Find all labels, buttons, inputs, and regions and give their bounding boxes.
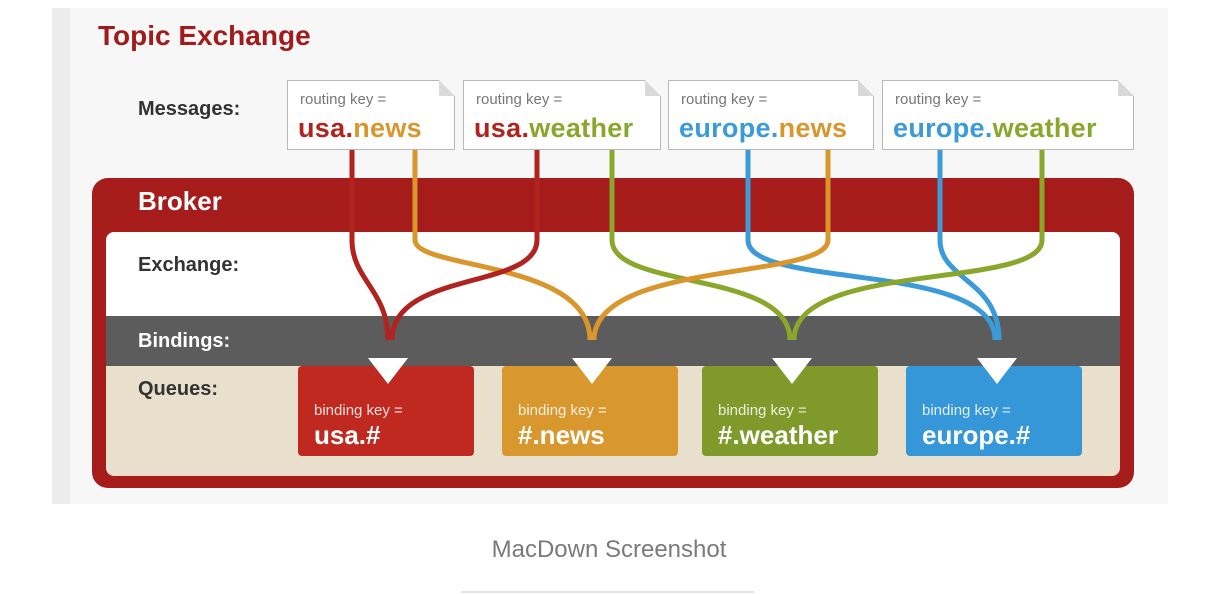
binding-arrow-icon [368,358,408,384]
page-fold-icon [1118,80,1134,96]
binding-arrow-icon [977,358,1017,384]
wire-europe-weather-to-europe [937,150,1002,341]
exchange-label: Exchange: [138,254,240,276]
binding-key-value: europe.# [922,420,1031,450]
page-fold-icon [439,80,455,96]
page-fold-icon [858,80,874,96]
routing-key-label: routing key = [681,91,768,108]
page-fold-icon [645,80,661,96]
routing-key-label: routing key = [895,91,982,108]
message-usa-news: routing key = usa.news [287,80,455,150]
wire-europe-weather-to-weather [791,150,1045,341]
wire-europe-news-to-europe [745,150,998,341]
binding-key-label: binding key = [314,402,403,419]
queue-europe: binding key = europe.# [906,366,1082,456]
wire-usa-news-to-usa [349,150,391,341]
bindings-bar [106,316,1120,366]
binding-key-label: binding key = [718,402,807,419]
queues-label: Queues: [138,378,219,400]
binding-arrow-icon [772,358,812,384]
messages-label: Messages: [138,98,241,120]
wire-usa-news-to-news [412,150,593,341]
routing-key-label: routing key = [300,91,387,108]
broker-title: Broker [138,186,222,216]
message-europe-weather: routing key = europe.weather [882,80,1134,150]
figure-edge [52,8,70,504]
image-caption: MacDown Screenshot [491,536,727,563]
binding-key-label: binding key = [922,402,1011,419]
binding-arrow-icon [572,358,612,384]
routing-key-label: routing key = [476,91,563,108]
wire-usa-weather-to-weather [609,150,793,341]
diagram-title: Topic Exchange [98,20,311,51]
wire-europe-news-to-news [591,150,831,341]
routing-key-value: europe.news [679,113,848,143]
wire-usa-weather-to-usa [389,150,540,341]
binding-key-value: #.news [518,420,605,450]
routing-key-value: usa.news [298,113,422,143]
binding-key-label: binding key = [518,402,607,419]
routing-key-value: usa.weather [474,113,634,143]
caption-divider [461,591,754,593]
queue-news: binding key = #.news [502,366,678,456]
message-usa-weather: routing key = usa.weather [463,80,661,150]
routing-key-value: europe.weather [893,113,1097,143]
binding-key-value: usa.# [314,420,381,450]
bindings-label: Bindings: [138,330,231,352]
binding-key-value: #.weather [718,420,838,450]
message-europe-news: routing key = europe.news [668,80,874,150]
